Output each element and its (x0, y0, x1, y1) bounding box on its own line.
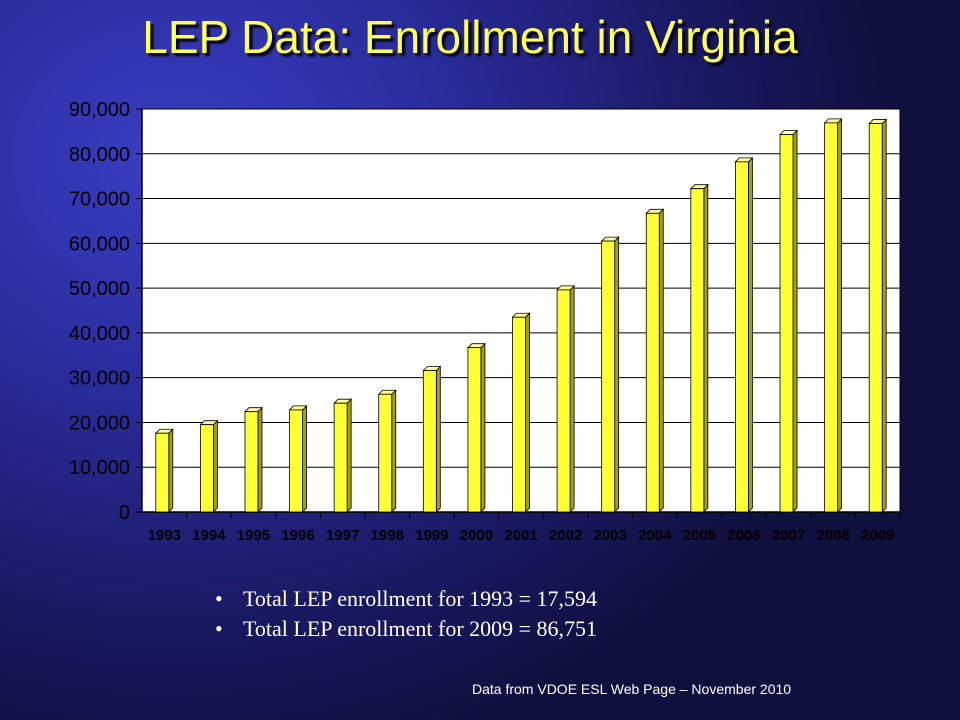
x-tick-label: 1993 (148, 527, 181, 544)
bar (645, 212, 660, 513)
y-tick-label: 20,000 (69, 412, 130, 434)
x-tick-label: 2000 (460, 527, 493, 544)
bar-side (525, 312, 530, 513)
bar-side (257, 406, 263, 513)
x-tick-label: 1999 (415, 527, 448, 544)
x-tick-label: 1997 (326, 527, 359, 544)
x-tick-label: 2002 (549, 527, 582, 544)
x-tick-label: 2009 (861, 527, 894, 544)
x-tick-label: 1998 (371, 527, 404, 544)
bar-side (748, 156, 753, 513)
bar (512, 316, 526, 513)
bar (289, 409, 303, 513)
x-tick-label: 1994 (192, 527, 226, 544)
bar (735, 161, 749, 513)
y-tick-label: 0 (119, 502, 130, 524)
bar-side (881, 118, 887, 513)
x-tick-label: 1995 (237, 527, 270, 544)
y-tick-label: 80,000 (69, 144, 130, 166)
x-tick-label: 2005 (683, 527, 716, 544)
source-note: Data from VDOE ESL Web Page – November 2… (472, 681, 792, 697)
x-tick-label: 2003 (593, 527, 626, 544)
y-tick-label: 10,000 (69, 457, 130, 479)
bullet-glyph: • (215, 616, 223, 641)
x-tick-label: 2001 (504, 527, 537, 544)
summary-bullets: • Total LEP enrollment for 1993 = 17,594 … (215, 584, 597, 644)
bar-side (212, 419, 218, 513)
bullet-text: Total LEP enrollment for 2009 = 86,751 (243, 616, 598, 641)
bar-side (480, 342, 486, 513)
bar (824, 122, 839, 513)
bar (199, 424, 214, 513)
bar (556, 289, 571, 513)
bar (378, 393, 393, 513)
y-tick-label: 60,000 (69, 233, 130, 255)
y-tick-labels: 0 10,000 20,000 30,000 40,000 50,000 60,000 70,… (69, 99, 130, 524)
bars (154, 117, 888, 513)
bar-side (569, 284, 575, 513)
bar-side (703, 183, 709, 513)
x-tick-label: 1996 (281, 527, 314, 544)
x-tick-label: 2006 (727, 527, 760, 544)
bar-side (168, 428, 174, 513)
y-tick-label: 50,000 (69, 278, 130, 300)
bullet-glyph: • (215, 586, 223, 611)
y-tick-label: 40,000 (69, 323, 130, 345)
y-tick-label: 70,000 (69, 189, 130, 211)
bar (601, 240, 616, 513)
y-tick-label: 30,000 (69, 368, 130, 390)
bar (467, 347, 482, 513)
bar-side (792, 129, 798, 513)
bar (422, 370, 437, 513)
bullet-text: Total LEP enrollment for 1993 = 17,594 (243, 586, 598, 611)
x-tick-labels: 1993 1994 1995 1996 1997 1998 1999 2000 2001 2002… (148, 527, 895, 544)
bar-side (302, 404, 307, 513)
bullet-item: • Total LEP enrollment for 2009 = 86,751 (215, 614, 597, 644)
bar-side (391, 389, 397, 513)
y-tick-label: 90,000 (69, 99, 130, 121)
bar-side (435, 365, 441, 513)
bullet-item: • Total LEP enrollment for 1993 = 17,594 (215, 584, 597, 614)
bar (155, 432, 170, 513)
enrollment-bar-chart: 0 10,000 20,000 30,000 40,000 50,000 60,000 70,… (69, 99, 901, 544)
bar (333, 402, 348, 513)
bar-side (614, 236, 620, 513)
x-tick-label: 2007 (772, 527, 805, 544)
bar-side (837, 117, 843, 513)
x-tick-label: 2004 (638, 527, 672, 544)
bar (244, 411, 259, 513)
slide-title: LEP Data: Enrollment in Virginia (142, 11, 798, 63)
bar-side (658, 208, 664, 513)
bar-side (346, 398, 352, 513)
bar (779, 134, 794, 513)
bar (868, 123, 883, 513)
x-tick-label: 2008 (816, 527, 849, 544)
bar (690, 188, 705, 513)
